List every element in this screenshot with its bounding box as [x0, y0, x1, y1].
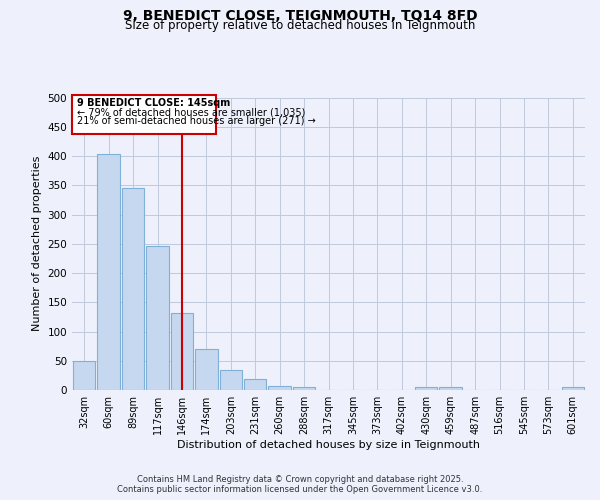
Bar [73, 361, 95, 390]
X-axis label: Distribution of detached houses by size in Teignmouth: Distribution of detached houses by size … [177, 440, 480, 450]
Bar [220, 370, 242, 390]
Bar [195, 349, 218, 390]
Text: Contains HM Land Registry data © Crown copyright and database right 2025.: Contains HM Land Registry data © Crown c… [137, 475, 463, 484]
Bar [293, 387, 316, 390]
Text: 9 BENEDICT CLOSE: 145sqm: 9 BENEDICT CLOSE: 145sqm [77, 98, 230, 108]
Text: 21% of semi-detached houses are larger (271) →: 21% of semi-detached houses are larger (… [77, 116, 316, 126]
Bar [170, 313, 193, 390]
Bar [415, 387, 437, 390]
Text: 9, BENEDICT CLOSE, TEIGNMOUTH, TQ14 8FD: 9, BENEDICT CLOSE, TEIGNMOUTH, TQ14 8FD [122, 9, 478, 23]
Bar [146, 246, 169, 390]
Bar [562, 387, 584, 390]
Bar [97, 154, 120, 390]
Text: ← 79% of detached houses are smaller (1,035): ← 79% of detached houses are smaller (1,… [77, 107, 305, 117]
Text: Contains public sector information licensed under the Open Government Licence v3: Contains public sector information licen… [118, 485, 482, 494]
Y-axis label: Number of detached properties: Number of detached properties [32, 156, 42, 332]
Bar [268, 386, 291, 390]
Bar [439, 387, 462, 390]
Bar [122, 188, 145, 390]
Text: Size of property relative to detached houses in Teignmouth: Size of property relative to detached ho… [125, 19, 475, 32]
Bar [244, 380, 266, 390]
